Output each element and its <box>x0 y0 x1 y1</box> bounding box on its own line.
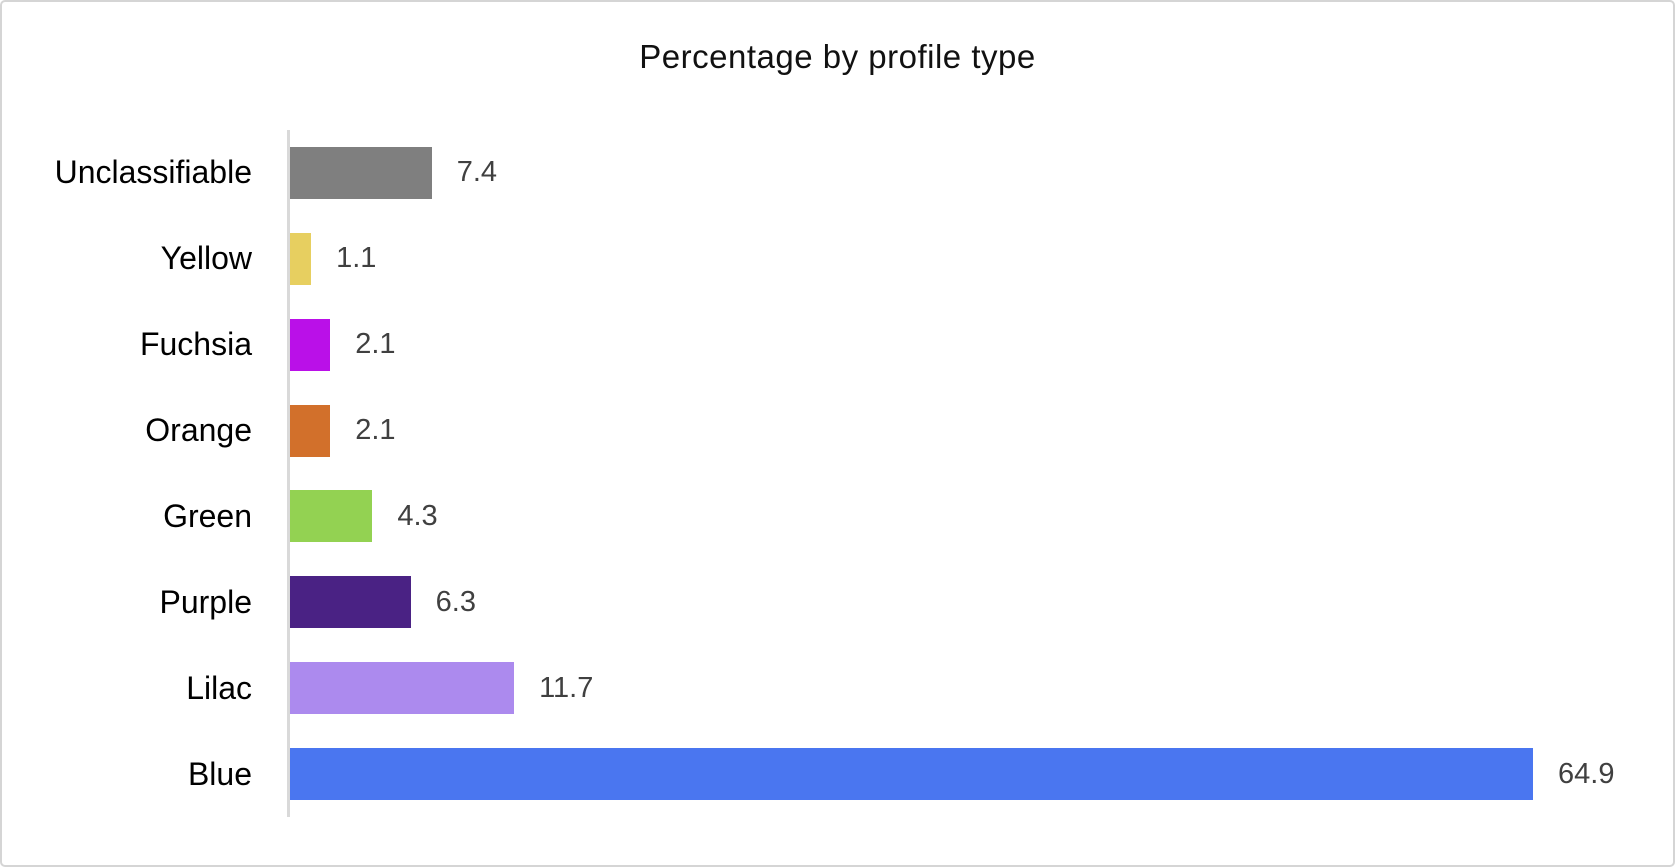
value-label: 11.7 <box>539 671 594 704</box>
bar-fuchsia <box>290 318 331 371</box>
bar-row: Purple 6.3 <box>0 559 1675 645</box>
bar-purple <box>290 576 411 629</box>
bar-lilac <box>290 662 515 715</box>
bar-area: 6.3 <box>287 559 1675 645</box>
category-label: Yellow <box>160 240 252 277</box>
category-label: Orange <box>145 412 252 449</box>
plot-area: Unclassifiable 7.4 Yellow 1.1 Fuchsia 2.… <box>0 130 1675 817</box>
bar-row: Fuchsia 2.1 <box>0 302 1675 388</box>
category-label: Lilac <box>186 669 252 706</box>
value-label: 1.1 <box>336 242 377 275</box>
bar-row: Orange 2.1 <box>0 388 1675 474</box>
category-label: Blue <box>187 755 252 792</box>
y-axis-line <box>287 130 290 817</box>
category-label: Unclassifiable <box>54 154 252 191</box>
category-label: Green <box>163 497 252 534</box>
category-label: Purple <box>159 583 253 620</box>
value-label: 2.1 <box>355 414 396 447</box>
bar-area: 2.1 <box>287 302 1675 388</box>
category-label: Fuchsia <box>139 326 252 363</box>
bar-row: Blue 64.9 <box>0 731 1675 817</box>
bar-yellow <box>290 232 312 285</box>
bar-area: 64.9 <box>287 731 1675 817</box>
chart-title: Percentage by profile type <box>639 38 1036 75</box>
value-label: 4.3 <box>397 499 438 532</box>
bar-area: 11.7 <box>287 645 1675 731</box>
bar-blue <box>290 748 1533 801</box>
value-label: 2.1 <box>355 328 396 361</box>
bar-row: Green 4.3 <box>0 474 1675 560</box>
value-label: 6.3 <box>435 585 476 618</box>
bar-area: 4.3 <box>287 474 1675 560</box>
bar-area: 7.4 <box>287 130 1675 216</box>
value-label: 64.9 <box>1558 757 1615 790</box>
bar-area: 1.1 <box>287 216 1675 302</box>
bar-row: Lilac 11.7 <box>0 645 1675 731</box>
bar-unclassifiable <box>290 146 432 199</box>
bar-green <box>290 490 373 543</box>
bar-rows-container: Unclassifiable 7.4 Yellow 1.1 Fuchsia 2.… <box>0 130 1675 817</box>
value-label: 7.4 <box>456 156 498 189</box>
bar-area: 2.1 <box>287 388 1675 474</box>
bar-row: Unclassifiable 7.4 <box>0 130 1675 216</box>
bar-orange <box>290 404 331 457</box>
bar-row: Yellow 1.1 <box>0 216 1675 302</box>
